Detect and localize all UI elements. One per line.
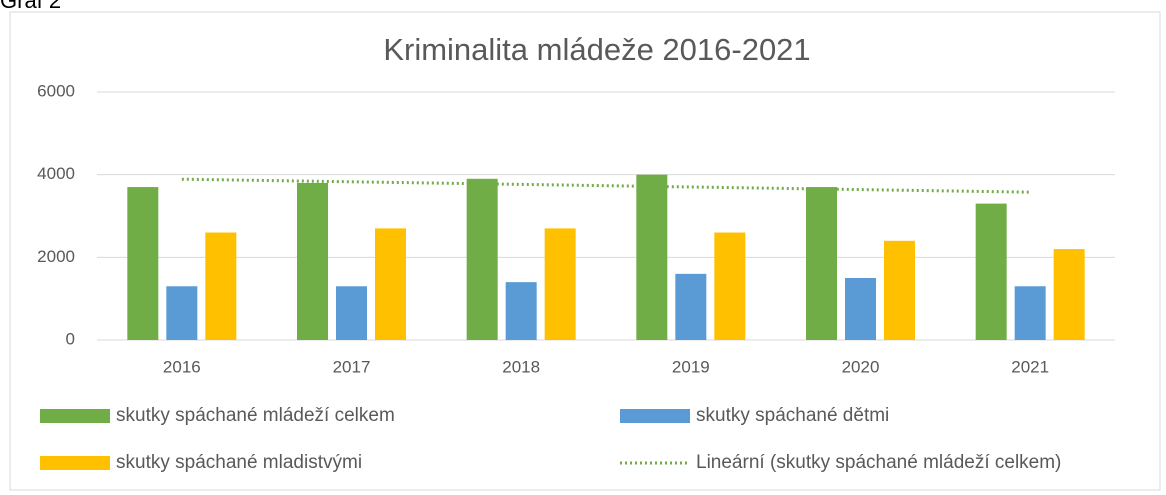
- y-tick-label: 0: [66, 329, 75, 348]
- bar: [845, 278, 876, 340]
- legend-label: skutky spáchané mládeží celkem: [116, 405, 395, 426]
- bar: [1053, 249, 1085, 340]
- x-tick-label: 2021: [1011, 357, 1049, 376]
- x-tick-label: 2019: [672, 357, 710, 376]
- y-tick-label: 4000: [37, 164, 75, 183]
- chart-title: Kriminalita mládeže 2016-2021: [383, 32, 810, 67]
- legend-label: Lineární (skutky spáchané mládeží celkem…: [696, 452, 1061, 473]
- bar: [675, 273, 707, 340]
- bar: [806, 187, 837, 340]
- bar: [336, 286, 367, 340]
- legend-label: skutky spáchané mladistvými: [116, 452, 362, 473]
- bar: [975, 203, 1007, 340]
- bar: [466, 178, 498, 340]
- bar: [127, 187, 159, 340]
- bar: [636, 174, 668, 340]
- bar: [205, 232, 237, 340]
- bar: [884, 240, 915, 340]
- y-tick-label: 2000: [37, 247, 75, 266]
- bar: [166, 286, 198, 340]
- bar: [297, 182, 328, 340]
- x-tick-label: 2016: [163, 357, 201, 376]
- bar: [544, 228, 576, 340]
- bar: [505, 282, 537, 340]
- x-tick-label: 2017: [333, 357, 371, 376]
- caption: Graf 2: [0, 0, 61, 13]
- legend-swatch: [40, 409, 110, 423]
- legend-swatch: [40, 456, 110, 470]
- bar: [375, 228, 406, 340]
- bar: [1014, 286, 1046, 340]
- legend-label: skutky spáchané dětmi: [696, 405, 889, 426]
- y-tick-label: 6000: [37, 81, 75, 100]
- x-tick-label: 2018: [502, 357, 540, 376]
- x-tick-label: 2020: [842, 357, 880, 376]
- bar: [714, 232, 746, 340]
- legend-swatch: [620, 409, 690, 423]
- trendline: [181, 177, 1031, 194]
